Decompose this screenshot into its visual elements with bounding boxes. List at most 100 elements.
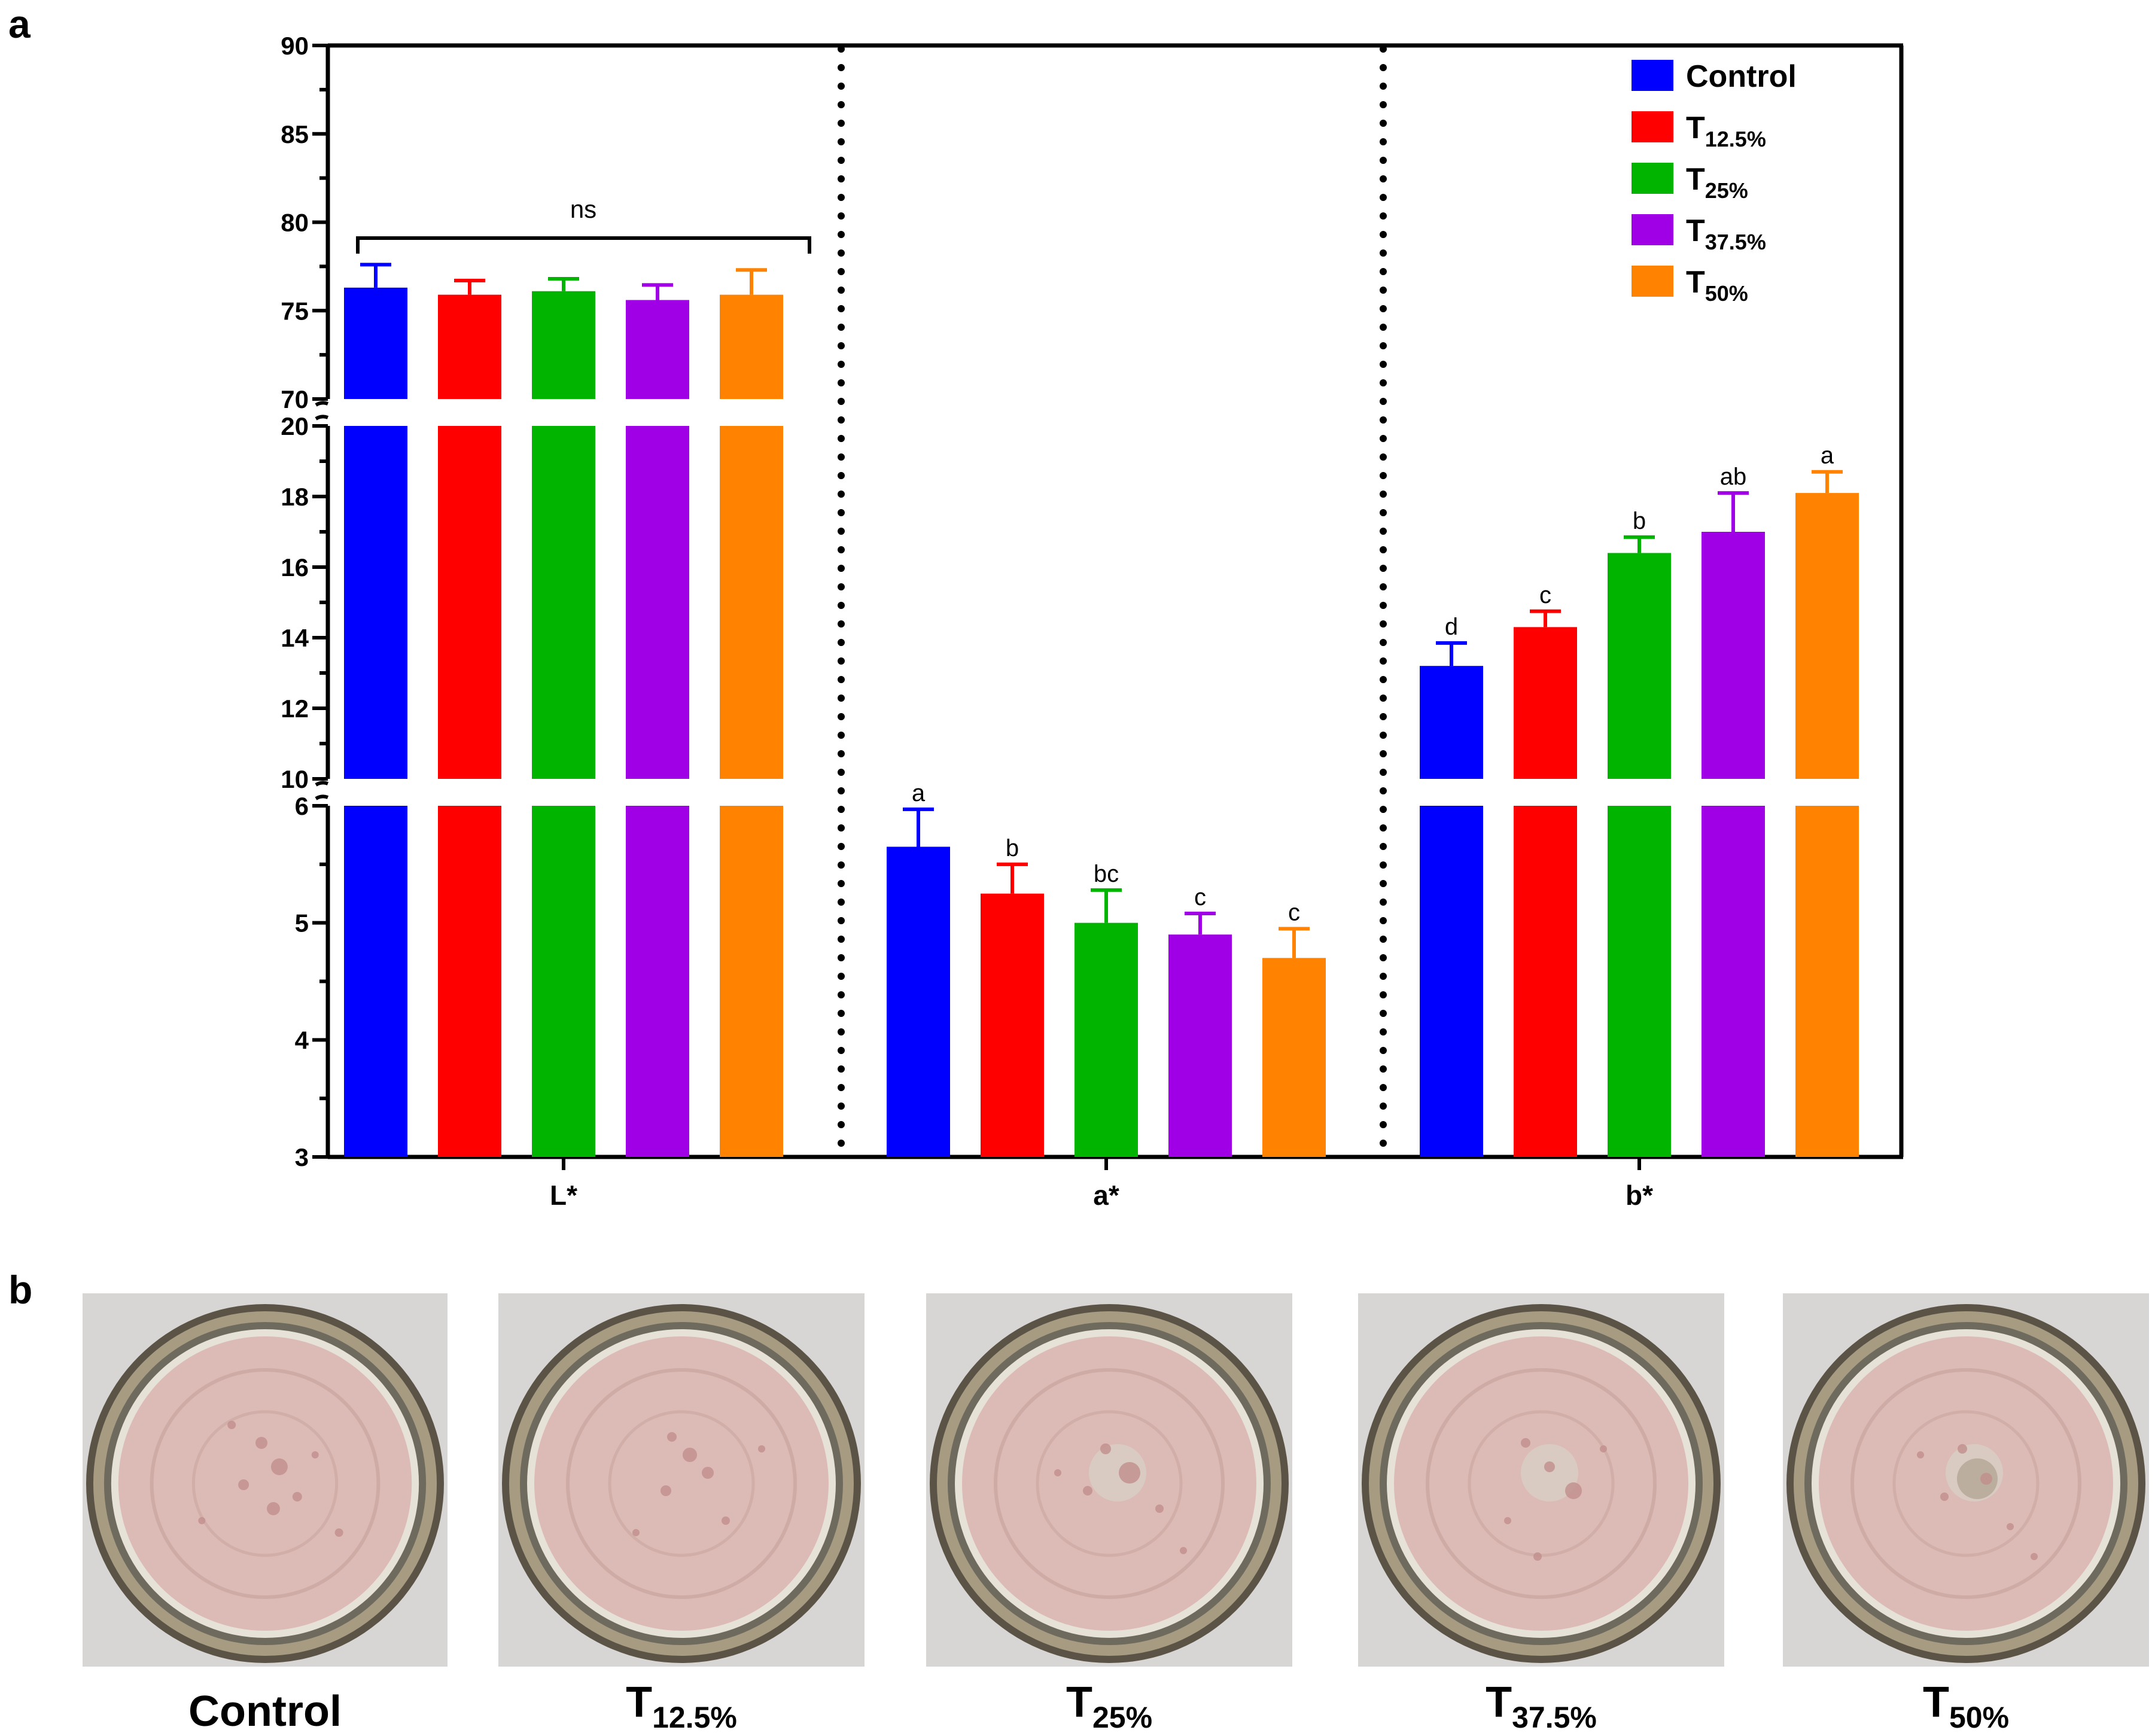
legend-swatch [1632, 214, 1673, 245]
pate-ring [1426, 1368, 1657, 1599]
significance-letter: ab [1720, 464, 1747, 490]
pate-hole [266, 1502, 280, 1515]
pate-hole [334, 1528, 343, 1537]
pate-hole [758, 1445, 765, 1452]
photo-caption-t50: T50% [1922, 1679, 2010, 1734]
bar [626, 426, 689, 779]
bar [1514, 627, 1577, 779]
pate-hole [255, 1437, 267, 1449]
pate-hole [722, 1516, 730, 1525]
y-tick-label: 16 [281, 553, 309, 581]
pate-hole [1917, 1451, 1924, 1458]
panel-label-a: a [8, 2, 31, 46]
y-tick-label: 80 [281, 209, 309, 237]
legend-swatch [1632, 111, 1673, 142]
significance-letter: a [912, 780, 926, 806]
y-tick-label: 14 [281, 624, 309, 652]
legend-swatch [1632, 60, 1673, 91]
axis-break-mark [315, 794, 329, 800]
y-tick-label: 20 [281, 412, 309, 440]
ns-label: ns [570, 195, 596, 223]
can-illustration [498, 1293, 865, 1667]
bar [1262, 958, 1326, 1157]
bar [532, 291, 595, 399]
bar [1702, 806, 1765, 1157]
pate-center-spot [1521, 1444, 1578, 1502]
legend-swatch [1632, 163, 1673, 194]
legend-label: T37.5% [1686, 214, 1766, 254]
pate-hole [1980, 1473, 1992, 1485]
pate-hole [1958, 1444, 1967, 1454]
pate-center-spot [1089, 1444, 1146, 1502]
pate-hole [667, 1432, 677, 1442]
y-tick-label: 85 [281, 120, 309, 148]
pate-hole [1504, 1517, 1511, 1524]
can-illustration [83, 1293, 448, 1667]
x-category-label: a* [1093, 1180, 1119, 1211]
pate-hole [2031, 1553, 2038, 1560]
significance-letter: c [1539, 582, 1551, 608]
y-tick-label: 5 [295, 909, 309, 937]
significance-letter: bc [1094, 861, 1119, 887]
y-tick-label: 12 [281, 695, 309, 723]
pate-hole [660, 1485, 671, 1496]
pate-ring [1892, 1410, 2040, 1557]
y-tick-label: 90 [281, 32, 309, 60]
bar [438, 426, 501, 779]
pate-hole [311, 1451, 319, 1458]
pate-ring [994, 1368, 1225, 1599]
legend-label: T50% [1686, 265, 1748, 306]
pate-hole [1054, 1469, 1061, 1476]
pate-ring [191, 1410, 339, 1557]
legend-swatch [1632, 266, 1673, 297]
pate-hole [1100, 1443, 1111, 1454]
can-illustration [1783, 1293, 2149, 1667]
pate-hole [270, 1458, 288, 1475]
significance-letter: b [1633, 508, 1646, 534]
pate-hole [1180, 1547, 1187, 1554]
bar [1608, 806, 1671, 1157]
legend-label: T25% [1686, 162, 1748, 203]
pate-hole [1155, 1504, 1164, 1513]
bar [1702, 532, 1765, 779]
pate-ring [1850, 1368, 2081, 1599]
photo-caption-t25: T25% [1066, 1679, 1153, 1734]
pate-hole [1565, 1482, 1582, 1499]
y-tick-label: 70 [281, 385, 309, 413]
photo-t50 [1783, 1293, 2149, 1667]
y-tick-label: 6 [295, 792, 309, 820]
significance-letter: c [1288, 899, 1300, 925]
bar [887, 846, 950, 1157]
pate-hole [198, 1517, 206, 1524]
ns-bracket [356, 236, 811, 254]
bar [720, 426, 783, 779]
pate-hole [1533, 1552, 1542, 1561]
bar [626, 300, 689, 399]
x-category-label: b* [1626, 1180, 1653, 1211]
can-illustration [1358, 1293, 1724, 1667]
bar [532, 426, 595, 779]
bar [1795, 806, 1859, 1157]
y-tick-label: 4 [295, 1026, 309, 1054]
bar [1795, 493, 1859, 779]
pate-hole [1521, 1438, 1530, 1448]
pate-surface [534, 1336, 829, 1631]
pate-hole [238, 1479, 249, 1490]
bar [720, 806, 783, 1157]
y-tick-label: 18 [281, 483, 309, 511]
bar [1420, 806, 1483, 1157]
pate-hole [227, 1421, 236, 1429]
bar [981, 893, 1044, 1157]
pate-hole [683, 1448, 697, 1462]
pate-hole [1083, 1486, 1092, 1496]
x-category-label: L* [550, 1180, 577, 1211]
bar [1514, 806, 1577, 1157]
bar [720, 294, 783, 399]
pate-hole [702, 1467, 714, 1479]
significance-letter: b [1006, 835, 1019, 861]
pate-ring [608, 1410, 755, 1557]
photo-t12-5 [498, 1293, 865, 1667]
bar [1420, 666, 1483, 779]
axis-break-mark [315, 401, 329, 407]
